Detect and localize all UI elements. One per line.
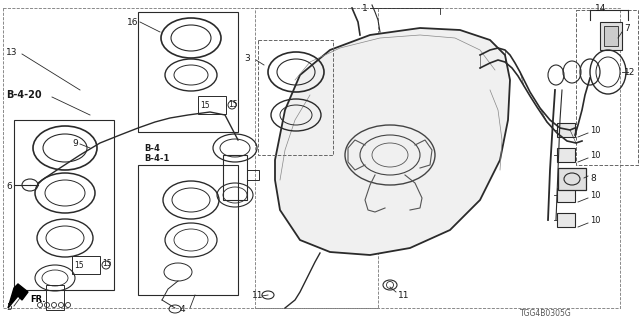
Text: 9: 9 bbox=[72, 139, 77, 148]
Bar bbox=[138, 165, 238, 295]
Text: 1: 1 bbox=[362, 4, 368, 12]
Bar bbox=[138, 12, 238, 132]
Text: B-4: B-4 bbox=[144, 143, 160, 153]
Text: 10: 10 bbox=[590, 190, 600, 199]
Text: 10: 10 bbox=[590, 215, 600, 225]
Text: 15: 15 bbox=[228, 100, 237, 108]
Text: 14: 14 bbox=[595, 4, 607, 12]
Bar bbox=[557, 188, 575, 202]
Bar bbox=[258, 40, 333, 155]
Bar bbox=[600, 22, 622, 50]
Text: 15: 15 bbox=[200, 100, 210, 109]
Bar bbox=[557, 148, 575, 162]
Text: 10: 10 bbox=[590, 125, 600, 134]
Text: 3: 3 bbox=[244, 53, 250, 62]
Bar bbox=[46, 285, 64, 310]
Text: 5: 5 bbox=[6, 303, 12, 313]
Text: 6: 6 bbox=[6, 181, 12, 190]
Text: 15: 15 bbox=[74, 260, 84, 269]
Text: 8: 8 bbox=[590, 173, 596, 182]
Bar bbox=[3, 8, 378, 308]
Bar bbox=[223, 155, 247, 200]
Bar bbox=[247, 170, 259, 180]
Text: B-4-1: B-4-1 bbox=[144, 154, 170, 163]
Bar bbox=[558, 168, 586, 190]
Text: B-4-20: B-4-20 bbox=[6, 90, 42, 100]
Text: 12: 12 bbox=[624, 68, 636, 76]
Bar bbox=[557, 213, 575, 227]
Polygon shape bbox=[8, 284, 28, 308]
Text: 4: 4 bbox=[180, 306, 186, 315]
Text: 11: 11 bbox=[398, 291, 410, 300]
Bar bbox=[198, 96, 226, 114]
Bar bbox=[255, 8, 620, 308]
Bar bbox=[604, 26, 618, 46]
Text: TGG4B0305G: TGG4B0305G bbox=[520, 309, 572, 318]
Text: 7: 7 bbox=[624, 23, 630, 33]
Bar bbox=[557, 123, 575, 137]
Bar bbox=[576, 10, 638, 165]
Text: 13: 13 bbox=[6, 47, 17, 57]
Text: 11: 11 bbox=[252, 291, 264, 300]
Text: 16: 16 bbox=[127, 18, 138, 27]
Text: 10: 10 bbox=[590, 150, 600, 159]
Polygon shape bbox=[275, 28, 510, 255]
Text: 15: 15 bbox=[102, 260, 111, 268]
Bar bbox=[14, 120, 114, 290]
Text: FR.: FR. bbox=[30, 295, 45, 305]
Bar bbox=[72, 256, 100, 274]
